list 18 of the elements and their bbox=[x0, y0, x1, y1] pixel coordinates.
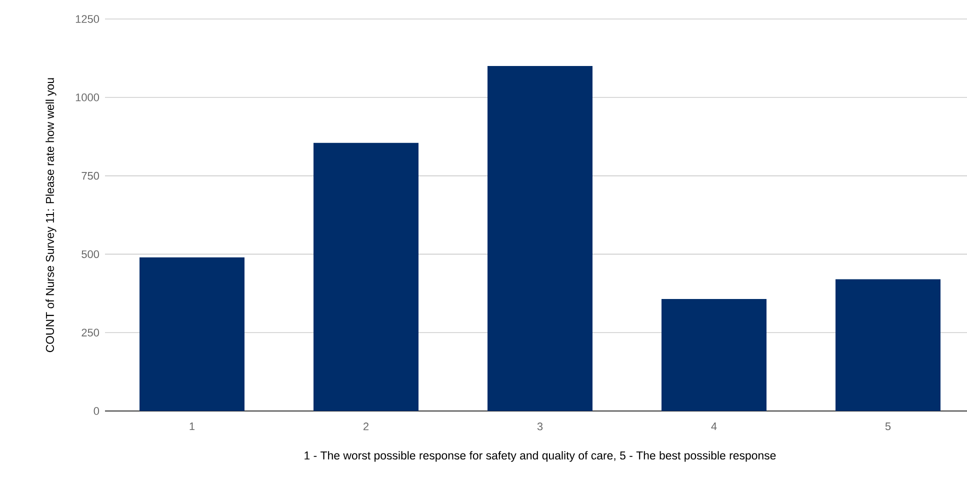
bar bbox=[836, 279, 941, 411]
x-tick-label: 2 bbox=[364, 422, 368, 430]
bar bbox=[488, 66, 593, 411]
y-tick-label: 750 bbox=[82, 172, 100, 180]
y-tick-label: 500 bbox=[82, 250, 100, 258]
x-tick-label: 1 bbox=[190, 422, 195, 430]
x-tick-label: 4 bbox=[711, 422, 717, 430]
x-tick-label: 5 bbox=[885, 422, 891, 430]
y-tick-label: 0 bbox=[94, 407, 100, 415]
y-tick-label: 1000 bbox=[76, 94, 100, 102]
y-axis-title: COUNT of Nurse Survey 11: Please rate how well you bbox=[46, 78, 56, 352]
bar bbox=[314, 142, 419, 411]
y-tick-label: 250 bbox=[82, 328, 100, 336]
bar bbox=[140, 257, 244, 411]
y-tick-label: 1250 bbox=[76, 15, 100, 23]
x-tick-label: 3 bbox=[537, 422, 543, 430]
x-axis-title: 1 - The worst possible response for safety and quality of care, 5 - The best possible response bbox=[304, 451, 776, 462]
bar bbox=[662, 299, 767, 411]
